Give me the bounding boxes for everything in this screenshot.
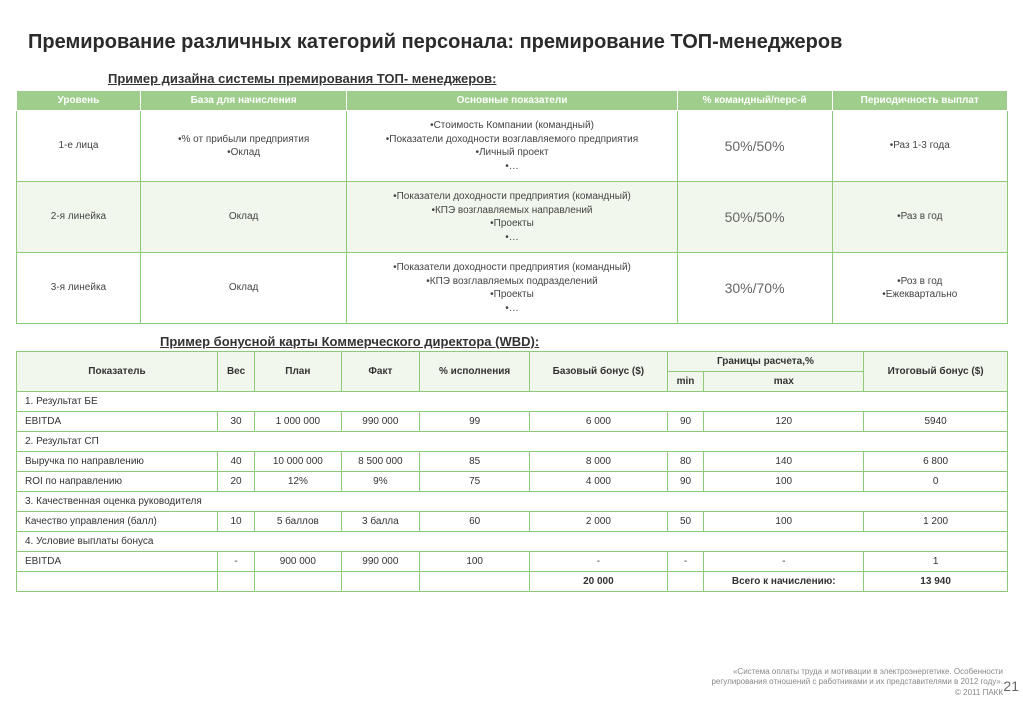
- page-number: 21: [1003, 678, 1019, 694]
- footer-line2: регулирования отношений с работниками и …: [711, 677, 1003, 686]
- table-cell: 50: [667, 512, 704, 532]
- table-cell: 90: [667, 472, 704, 492]
- section-label: 2. Результат СП: [17, 432, 1008, 452]
- table-cell: 900 000: [255, 552, 341, 572]
- t1-h4: % командный/перс-й: [677, 91, 832, 111]
- table-cell: 80: [667, 452, 704, 472]
- total-cell: Всего к начислению:: [704, 572, 864, 592]
- t2-h-weight: Вес: [217, 352, 254, 392]
- table-cell: •Показатели доходности предприятия (кома…: [347, 182, 677, 253]
- total-cell: 20 000: [530, 572, 668, 592]
- table-cell: 30%/70%: [677, 253, 832, 324]
- bonus-card-table: Показатель Вес План Факт % исполнения Ба…: [16, 351, 1008, 592]
- t2-h-pct: % исполнения: [420, 352, 530, 392]
- table-cell: 990 000: [341, 412, 420, 432]
- table-cell: 40: [217, 452, 254, 472]
- table-cell: 100: [420, 552, 530, 572]
- t1-h1: Уровень: [17, 91, 141, 111]
- table-cell: 5940: [864, 412, 1008, 432]
- table-cell: 12%: [255, 472, 341, 492]
- table-cell: Выручка по направлению: [17, 452, 218, 472]
- subheading-2: Пример бонусной карты Коммерческого дире…: [0, 324, 1023, 351]
- total-cell: [341, 572, 420, 592]
- table-cell: •Раз 1-3 года: [832, 111, 1008, 182]
- t1-h3: Основные показатели: [347, 91, 677, 111]
- table-cell: 50%/50%: [677, 111, 832, 182]
- table-cell: 50%/50%: [677, 182, 832, 253]
- table-cell: EBITDA: [17, 412, 218, 432]
- total-cell: [17, 572, 218, 592]
- table-cell: 75: [420, 472, 530, 492]
- table-cell: 8 000: [530, 452, 668, 472]
- table-cell: 9%: [341, 472, 420, 492]
- total-cell: [420, 572, 530, 592]
- table-cell: ROI по направлению: [17, 472, 218, 492]
- table-cell: 10: [217, 512, 254, 532]
- table-cell: 85: [420, 452, 530, 472]
- table-cell: •% от прибыли предприятия•Оклад: [140, 111, 346, 182]
- total-cell: [217, 572, 254, 592]
- table-cell: 5 баллов: [255, 512, 341, 532]
- footer-line1: «Система оплаты труда и мотивации в элек…: [733, 667, 1003, 676]
- table-cell: -: [704, 552, 864, 572]
- t2-h-max: max: [704, 372, 864, 392]
- table-cell: 8 500 000: [341, 452, 420, 472]
- table-cell: •Роз в год•Ежеквартально: [832, 253, 1008, 324]
- table-cell: 2-я линейка: [17, 182, 141, 253]
- table-cell: 2 000: [530, 512, 668, 532]
- table-cell: 1: [864, 552, 1008, 572]
- t1-h2: База для начисления: [140, 91, 346, 111]
- t2-h-range: Границы расчета,%: [667, 352, 864, 372]
- table-cell: 1 200: [864, 512, 1008, 532]
- t2-h-min: min: [667, 372, 704, 392]
- table-cell: 990 000: [341, 552, 420, 572]
- table-cell: 6 000: [530, 412, 668, 432]
- table-cell: 10 000 000: [255, 452, 341, 472]
- table-cell: 30: [217, 412, 254, 432]
- table-cell: •Стоимость Компании (командный)•Показате…: [347, 111, 677, 182]
- table-cell: EBITDA: [17, 552, 218, 572]
- table-cell: •Раз в год: [832, 182, 1008, 253]
- total-cell: [667, 572, 704, 592]
- total-cell: 13 940: [864, 572, 1008, 592]
- table-cell: 3-я линейка: [17, 253, 141, 324]
- total-cell: [255, 572, 341, 592]
- table-cell: 4 000: [530, 472, 668, 492]
- table-cell: 6 800: [864, 452, 1008, 472]
- table-cell: 100: [704, 472, 864, 492]
- table-cell: -: [530, 552, 668, 572]
- section-label: 3. Качественная оценка руководителя: [17, 492, 1008, 512]
- table-cell: 60: [420, 512, 530, 532]
- section-label: 1. Результат БЕ: [17, 392, 1008, 412]
- section-label: 4. Условие выплаты бонуса: [17, 532, 1008, 552]
- table-cell: 20: [217, 472, 254, 492]
- subheading-1: Пример дизайна системы премирования ТОП-…: [0, 65, 1023, 90]
- table-cell: -: [217, 552, 254, 572]
- table-cell: Оклад: [140, 182, 346, 253]
- table-cell: Оклад: [140, 253, 346, 324]
- t2-h-plan: План: [255, 352, 341, 392]
- t2-h-fact: Факт: [341, 352, 420, 392]
- t2-h-base: Базовый бонус ($): [530, 352, 668, 392]
- t1-h5: Периодичность выплат: [832, 91, 1008, 111]
- table-cell: 140: [704, 452, 864, 472]
- t2-h-metric: Показатель: [17, 352, 218, 392]
- table-cell: 120: [704, 412, 864, 432]
- table-cell: -: [667, 552, 704, 572]
- design-table: Уровень База для начисления Основные пок…: [16, 90, 1008, 324]
- slide-footer: «Система оплаты труда и мотивации в элек…: [711, 667, 1003, 698]
- slide-title: Премирование различных категорий персона…: [0, 0, 1023, 65]
- footer-copy: © 2011 ПАКК: [955, 688, 1003, 697]
- table-cell: 1 000 000: [255, 412, 341, 432]
- t2-h-final: Итоговый бонус ($): [864, 352, 1008, 392]
- table-cell: 0: [864, 472, 1008, 492]
- table-cell: 90: [667, 412, 704, 432]
- table-cell: •Показатели доходности предприятия (кома…: [347, 253, 677, 324]
- table-cell: 3 балла: [341, 512, 420, 532]
- table-cell: Качество управления (балл): [17, 512, 218, 532]
- table-cell: 99: [420, 412, 530, 432]
- table-cell: 1-е лица: [17, 111, 141, 182]
- table-cell: 100: [704, 512, 864, 532]
